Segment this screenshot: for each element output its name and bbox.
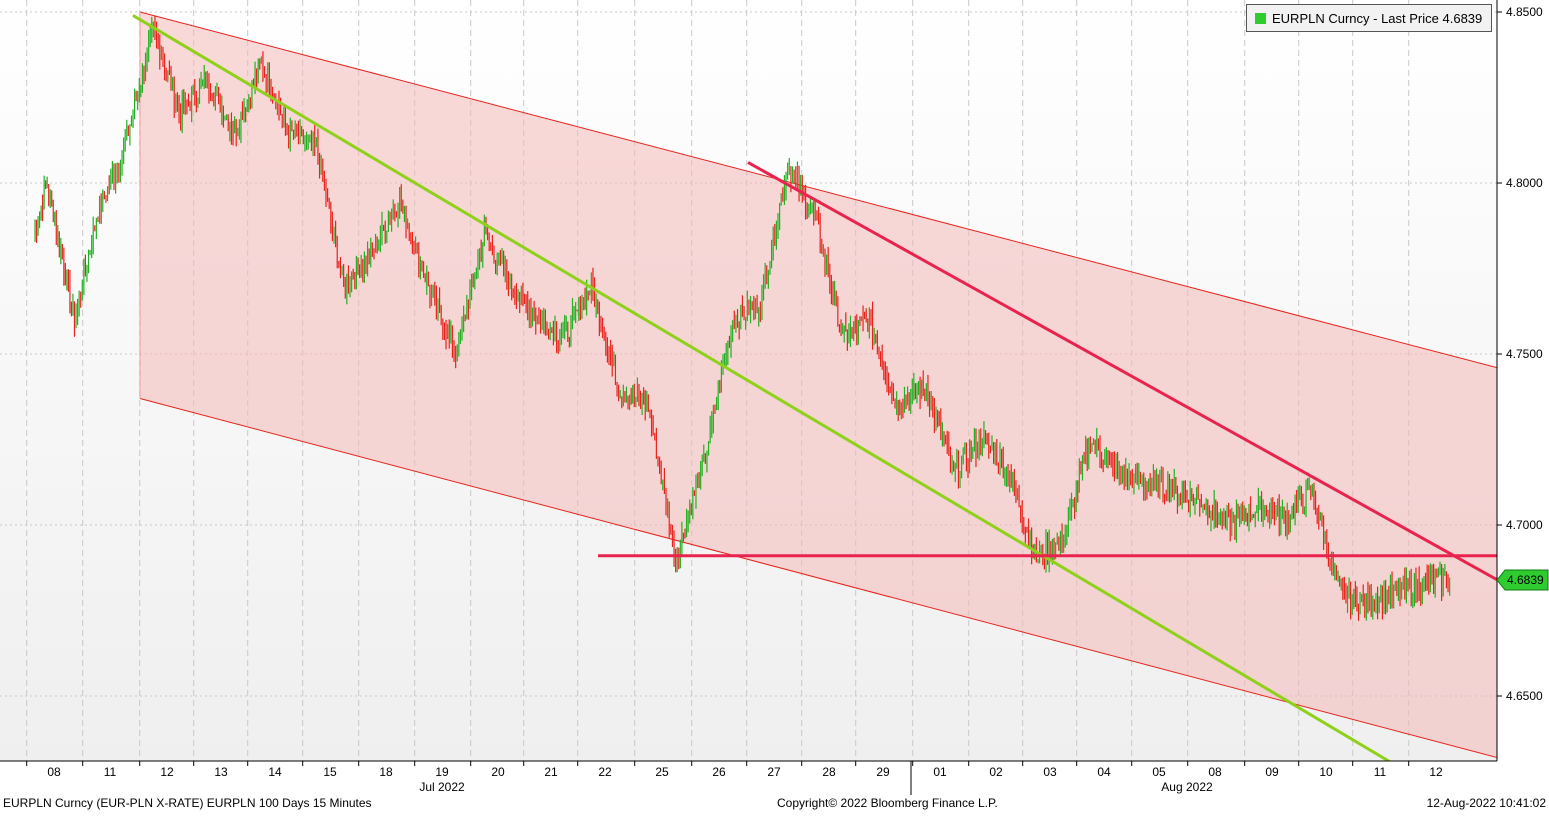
- x-tick-label: 05: [1152, 765, 1166, 779]
- trend-lines: [132, 14, 1497, 761]
- x-tick-label: 14: [268, 765, 282, 779]
- x-tick-label: 08: [1208, 765, 1222, 779]
- month-label: Jul 2022: [419, 780, 465, 794]
- x-tick-label: 12: [160, 765, 174, 779]
- footer-copyright: Copyright© 2022 Bloomberg Finance L.P.: [777, 796, 998, 810]
- x-tick-label: 29: [876, 765, 890, 779]
- legend-label: EURPLN Curncy - Last Price 4.6839: [1272, 10, 1483, 26]
- x-tick-label: 18: [379, 765, 393, 779]
- red-resistance-line: [747, 161, 1497, 582]
- x-tick-label: 03: [1043, 765, 1057, 779]
- x-tick-label: 19: [435, 765, 449, 779]
- legend-swatch: [1255, 12, 1266, 24]
- green-trend-line: [132, 14, 1392, 761]
- y-tick-label: 4.6500: [1506, 689, 1543, 703]
- x-tick-label: 15: [323, 765, 337, 779]
- channel-fill: [140, 12, 1497, 758]
- x-tick-label: 10: [1319, 765, 1333, 779]
- x-tick-label: 21: [544, 765, 558, 779]
- channel-upper-line: [139, 11, 1497, 369]
- footer-timestamp: 12-Aug-2022 10:41:02: [1426, 796, 1546, 810]
- x-tick-label: 22: [598, 765, 612, 779]
- x-tick-label: 13: [214, 765, 228, 779]
- last-price-label: 4.6839: [1507, 573, 1544, 587]
- legend: EURPLN Curncy - Last Price 4.6839: [1246, 4, 1492, 32]
- x-tick-label: 04: [1097, 765, 1111, 779]
- y-tick-label: 4.7000: [1506, 518, 1543, 532]
- x-tick-label: 11: [104, 765, 117, 779]
- last-price-badge: [1496, 569, 1549, 591]
- y-tick-label: 4.7500: [1506, 347, 1543, 361]
- trend-channel: [139, 11, 1497, 759]
- x-tick-label: 01: [933, 765, 947, 779]
- x-tick-label: 02: [989, 765, 1003, 779]
- channel-lower-line: [139, 397, 1497, 759]
- axes: 4.6500 4.7000 4.7500 4.8000 4.8500 08 11 12 13 14…: [0, 0, 1549, 795]
- footer-security-info: EURPLN Curncy (EUR-PLN X-RATE) EURPLN 10…: [3, 796, 372, 810]
- x-tick-label: 11: [1374, 765, 1387, 779]
- x-tick-label: 08: [47, 765, 61, 779]
- y-tick-label: 4.8500: [1506, 5, 1543, 19]
- x-tick-label: 20: [491, 765, 505, 779]
- x-tick-label: 27: [767, 765, 781, 779]
- x-tick-label: 25: [655, 765, 669, 779]
- x-tick-label: 28: [822, 765, 836, 779]
- x-tick-label: 09: [1265, 765, 1279, 779]
- x-tick-label: 12: [1429, 765, 1443, 779]
- month-label: Aug 2022: [1161, 780, 1213, 794]
- x-tick-label: 26: [712, 765, 726, 779]
- y-tick-label: 4.8000: [1506, 176, 1543, 190]
